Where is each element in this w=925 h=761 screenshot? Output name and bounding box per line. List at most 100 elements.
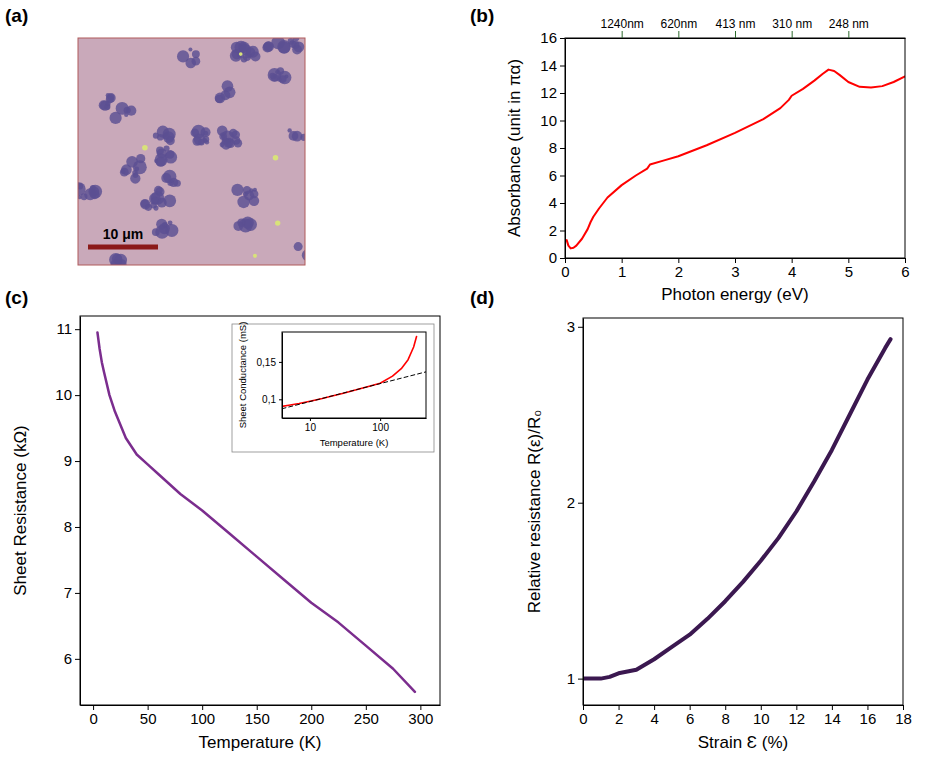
tick: 100	[372, 418, 389, 433]
flake	[156, 146, 164, 154]
x-axis: 10 100	[283, 418, 427, 433]
y-axis: 123	[567, 318, 584, 705]
tick-label: 250	[354, 710, 379, 727]
tick: 413 nm	[715, 17, 755, 38]
flake	[287, 128, 291, 132]
x-axis: 0123456	[561, 258, 909, 280]
x-axis-title: Photon energy (eV)	[661, 285, 808, 304]
speck	[273, 155, 279, 161]
flake	[157, 134, 164, 141]
tick-label: 3	[731, 263, 739, 280]
flake	[219, 132, 227, 140]
tick-mark	[75, 329, 80, 330]
flake	[194, 133, 206, 145]
tick: 620nm	[660, 17, 697, 38]
flake	[232, 136, 240, 144]
tick: 16	[860, 705, 877, 727]
tick-label: 7	[64, 584, 72, 601]
tick-label: 10	[55, 386, 72, 403]
tick-label: 0	[89, 710, 97, 727]
tick-label: 16	[540, 29, 557, 46]
y-axis: 6 7 8 9 10 11	[55, 317, 80, 706]
tick-mark	[75, 659, 80, 660]
y-axis-title: Sheet Resistance (kΩ)	[11, 425, 30, 596]
flake	[251, 51, 261, 61]
tick-label: 150	[245, 710, 270, 727]
flake	[151, 191, 165, 205]
flake	[292, 131, 303, 142]
tick-label: 1	[618, 263, 626, 280]
panel-label: (d)	[470, 287, 494, 308]
tick-label: 620nm	[660, 17, 697, 31]
flake	[222, 80, 234, 92]
flake	[130, 173, 140, 183]
flake	[155, 225, 169, 239]
tick-label: 0,15	[257, 357, 277, 368]
speck	[275, 220, 280, 225]
tick: 4	[549, 194, 565, 211]
flake	[188, 48, 192, 52]
tick-label: 248 nm	[829, 17, 869, 31]
tick: 0,1	[262, 394, 282, 405]
scale-bar	[88, 245, 158, 250]
tick: 4	[650, 705, 658, 727]
flake	[174, 180, 181, 187]
flake	[233, 221, 243, 231]
tick: 16	[540, 29, 565, 46]
tick-mark	[848, 31, 849, 38]
flake	[151, 197, 159, 205]
plot-frame	[583, 318, 903, 705]
tick: 250	[354, 705, 379, 727]
micrograph-texture	[78, 38, 305, 265]
tick: 8	[64, 518, 80, 535]
tick-label: 4	[549, 194, 557, 211]
axis-line	[566, 38, 906, 39]
tick-label: 100	[372, 422, 389, 433]
tick: 3	[731, 258, 739, 280]
flake	[166, 136, 175, 145]
flake	[231, 184, 243, 196]
x-axis-title: Temperature (K)	[199, 733, 322, 752]
tick: 200	[299, 705, 324, 727]
x-axis: 024681012141618	[579, 705, 912, 727]
tick-label: 0	[561, 263, 569, 280]
panel-label: (b)	[470, 5, 494, 26]
tick: 14	[824, 705, 841, 727]
flake	[126, 156, 138, 168]
tick: 2	[567, 494, 583, 511]
tick: 12	[540, 84, 565, 101]
tick: 0	[89, 705, 97, 727]
speck	[142, 145, 148, 151]
plot-frame	[565, 38, 905, 258]
tick-mark	[578, 327, 583, 328]
y-axis: 0,1 0,15	[257, 333, 283, 419]
tick-label: 6	[686, 710, 694, 727]
top-axis: 1240nm620nm413 nm310 nm248 nm	[566, 17, 906, 39]
tick-mark	[560, 121, 565, 122]
tick-mark	[560, 231, 565, 232]
tick: 1	[567, 670, 583, 687]
tick: 10	[305, 418, 317, 433]
tick-mark	[578, 503, 583, 504]
tick-label: 2	[615, 710, 623, 727]
flake	[215, 93, 226, 104]
tick-mark	[560, 93, 565, 94]
micrograph: 10 μm	[72, 35, 313, 273]
tick: 11	[56, 320, 80, 337]
tick-mark	[75, 527, 80, 528]
tick: 6	[64, 650, 80, 667]
micrograph-background	[78, 38, 305, 265]
tick: 2	[615, 705, 623, 727]
tick-label: 4	[650, 710, 658, 727]
tick: 0,15	[257, 357, 282, 368]
tick-mark	[560, 66, 565, 67]
flake	[120, 168, 129, 177]
tick-label: 6	[901, 263, 909, 280]
tick: 8	[722, 705, 730, 727]
tick-label: 6	[64, 650, 72, 667]
plot-frame	[80, 316, 440, 705]
tick-mark	[380, 418, 381, 421]
tick-label: 9	[64, 452, 72, 469]
micrograph-frame	[78, 38, 305, 265]
tick-mark	[560, 176, 565, 177]
